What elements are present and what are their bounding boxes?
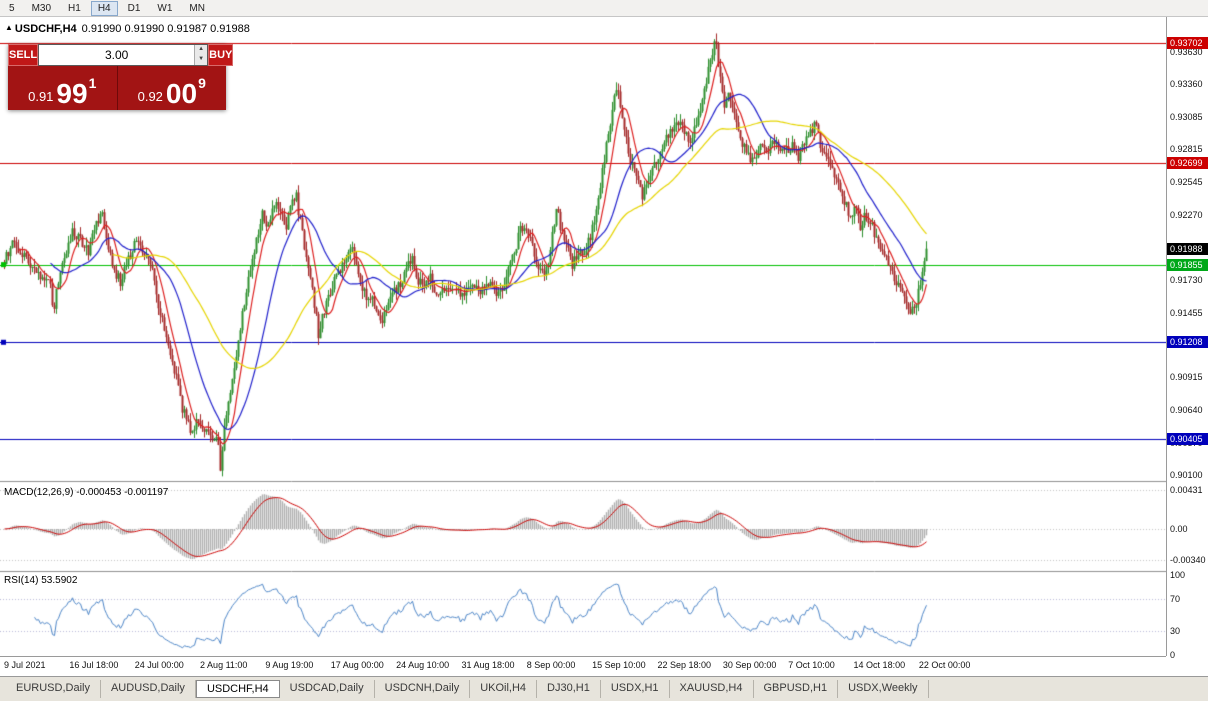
price-tag-support-line: 0.90405 xyxy=(1167,432,1208,445)
price-tag-resistance-line: 0.93702 xyxy=(1167,37,1208,49)
timeframe-toolbar: 5 M30 H1 H4 D1 W1 MN xyxy=(0,0,1208,17)
date-axis-label: 22 Sep 18:00 xyxy=(657,660,712,670)
macd-axis-label: -0.00340 xyxy=(1170,554,1206,565)
date-axis-label: 24 Aug 10:00 xyxy=(396,660,450,670)
date-axis-label: 14 Oct 18:00 xyxy=(853,660,906,670)
tab-audusd-daily[interactable]: AUDUSD,Daily xyxy=(101,680,196,698)
tab-ukoil-h4[interactable]: UKOil,H4 xyxy=(470,680,538,698)
timeframe-button-5[interactable]: 5 xyxy=(9,2,15,14)
price-axis-label: 0.90640 xyxy=(1170,405,1203,416)
price-axis-label: 0.92815 xyxy=(1170,144,1203,155)
volume-spinner: ▲ ▼ xyxy=(194,45,208,65)
rsi-axis-label: 100 xyxy=(1170,570,1186,580)
chart-symbol-label: USDCHF,H4 xyxy=(14,23,77,35)
price-axis-label: 0.91455 xyxy=(1170,307,1203,318)
sell-price-prefix: 0.91 xyxy=(28,89,54,104)
tab-usdcnh-daily[interactable]: USDCNH,Daily xyxy=(375,680,471,698)
tab-gbpusd-h1[interactable]: GBPUSD,H1 xyxy=(754,680,839,698)
chart-area: ▲ USDCHF,H4 0.91990 0.91990 0.91987 0.9198… xyxy=(0,17,1208,676)
price-axis-label: 0.91730 xyxy=(1170,274,1203,285)
price-axis-label: 0.92545 xyxy=(1170,176,1203,187)
rsi-axis-label: 0 xyxy=(1170,650,1176,660)
volume-input[interactable] xyxy=(39,45,195,65)
timeframe-button-h1[interactable]: H1 xyxy=(68,2,81,14)
one-click-trading-panel: SELL ▲ ▼ BUY 0.91 99 1 0.92 00 9 xyxy=(8,44,234,110)
price-axis-label: 0.90100 xyxy=(1170,470,1203,481)
timeframe-button-w1[interactable]: W1 xyxy=(157,2,173,14)
timeframe-button-d1[interactable]: D1 xyxy=(127,2,141,14)
tab-eurusd-daily[interactable]: EURUSD,Daily xyxy=(6,680,101,698)
rsi-axis-label: 70 xyxy=(1170,594,1181,604)
date-axis-label: 16 Jul 18:00 xyxy=(69,660,119,670)
price-tag-support-line: 0.91855 xyxy=(1167,258,1208,271)
date-axis-label: 7 Oct 10:00 xyxy=(788,660,835,670)
tab-usdx-weekly[interactable]: USDX,Weekly xyxy=(838,680,929,698)
price-axis: 0.93630 0.93360 0.93085 0.92815 0.92545 0.922… xyxy=(1166,17,1208,660)
sell-price-digits: 99 xyxy=(56,78,88,109)
tab-dj30-h1[interactable]: DJ30,H1 xyxy=(537,680,601,698)
date-axis-label: 17 Aug 00:00 xyxy=(330,660,384,670)
tab-usdcad-daily[interactable]: USDCAD,Daily xyxy=(280,680,375,698)
rsi-indicator-label: RSI(14) 53.5902 xyxy=(4,575,78,586)
timeframe-button-mn[interactable]: MN xyxy=(189,2,205,14)
date-axis: 9 Jul 2021 16 Jul 18:00 24 Jul 00:00 2 Aug … xyxy=(0,656,1166,676)
timeframe-button-m30[interactable]: M30 xyxy=(31,2,52,14)
timeframe-button-h4[interactable]: H4 xyxy=(90,0,118,16)
buy-price-digits: 00 xyxy=(165,78,198,109)
date-axis-label: 30 Sep 00:00 xyxy=(722,660,777,670)
price-axis-label: 0.93085 xyxy=(1170,112,1203,123)
buy-price-pip: 9 xyxy=(198,75,206,91)
date-axis-label: 9 Aug 19:00 xyxy=(265,660,314,670)
sell-price-pip: 1 xyxy=(88,75,97,91)
date-axis-label: 15 Sep 10:00 xyxy=(592,660,646,670)
tab-usdchf-h4[interactable]: USDCHF,H4 xyxy=(195,680,280,698)
price-axis-label: 0.93630 xyxy=(1170,46,1203,57)
price-axis-label: 0.90915 xyxy=(1170,372,1203,383)
chart-ohlc-quotes: 0.91990 0.91990 0.91987 0.91988 xyxy=(81,23,250,35)
chart-title: ▲ USDCHF,H4 0.91990 0.91990 0.91987 0.9198… xyxy=(5,23,250,35)
date-axis-label: 22 Oct 00:00 xyxy=(918,660,971,670)
tab-usdx-h1[interactable]: USDX,H1 xyxy=(601,680,670,698)
macd-axis-label: 0.00 xyxy=(1170,524,1188,534)
date-axis-label: 24 Jul 00:00 xyxy=(134,660,184,670)
price-tag-last-price: 0.91988 xyxy=(1167,242,1208,255)
volume-up-icon[interactable]: ▲ xyxy=(195,45,208,55)
volume-down-icon[interactable]: ▼ xyxy=(195,55,208,65)
price-axis-label: 0.92270 xyxy=(1170,209,1203,220)
rsi-axis-label: 30 xyxy=(1170,626,1181,636)
chart-collapse-icon[interactable]: ▲ xyxy=(5,23,13,32)
price-chart-canvas[interactable] xyxy=(0,17,1166,656)
sell-price-display[interactable]: 0.91 99 1 xyxy=(8,66,118,110)
tab-xauusd-h4[interactable]: XAUUSD,H4 xyxy=(670,680,754,698)
buy-button[interactable]: BUY xyxy=(208,44,234,66)
volume-control: ▲ ▼ xyxy=(38,44,209,66)
date-axis-label: 31 Aug 18:00 xyxy=(461,660,515,670)
price-axis-label: 0.93360 xyxy=(1170,79,1203,90)
buy-price-prefix: 0.92 xyxy=(137,89,163,104)
date-axis-label: 2 Aug 11:00 xyxy=(200,660,248,670)
date-axis-label: 8 Sep 00:00 xyxy=(526,660,576,670)
macd-indicator-label: MACD(12,26,9) -0.000453 -0.001197 xyxy=(4,487,169,498)
price-tag-resistance-line: 0.92699 xyxy=(1167,157,1208,170)
price-tag-support-line: 0.91208 xyxy=(1167,336,1208,349)
sell-button[interactable]: SELL xyxy=(8,44,39,66)
buy-price-display[interactable]: 0.92 00 9 xyxy=(117,66,226,110)
macd-axis-label: 0.00431 xyxy=(1170,485,1203,496)
chart-tabs: EURUSD,Daily AUDUSD,Daily USDCHF,H4 USDCAD,… xyxy=(0,676,1208,701)
date-axis-label: 9 Jul 2021 xyxy=(4,660,46,670)
